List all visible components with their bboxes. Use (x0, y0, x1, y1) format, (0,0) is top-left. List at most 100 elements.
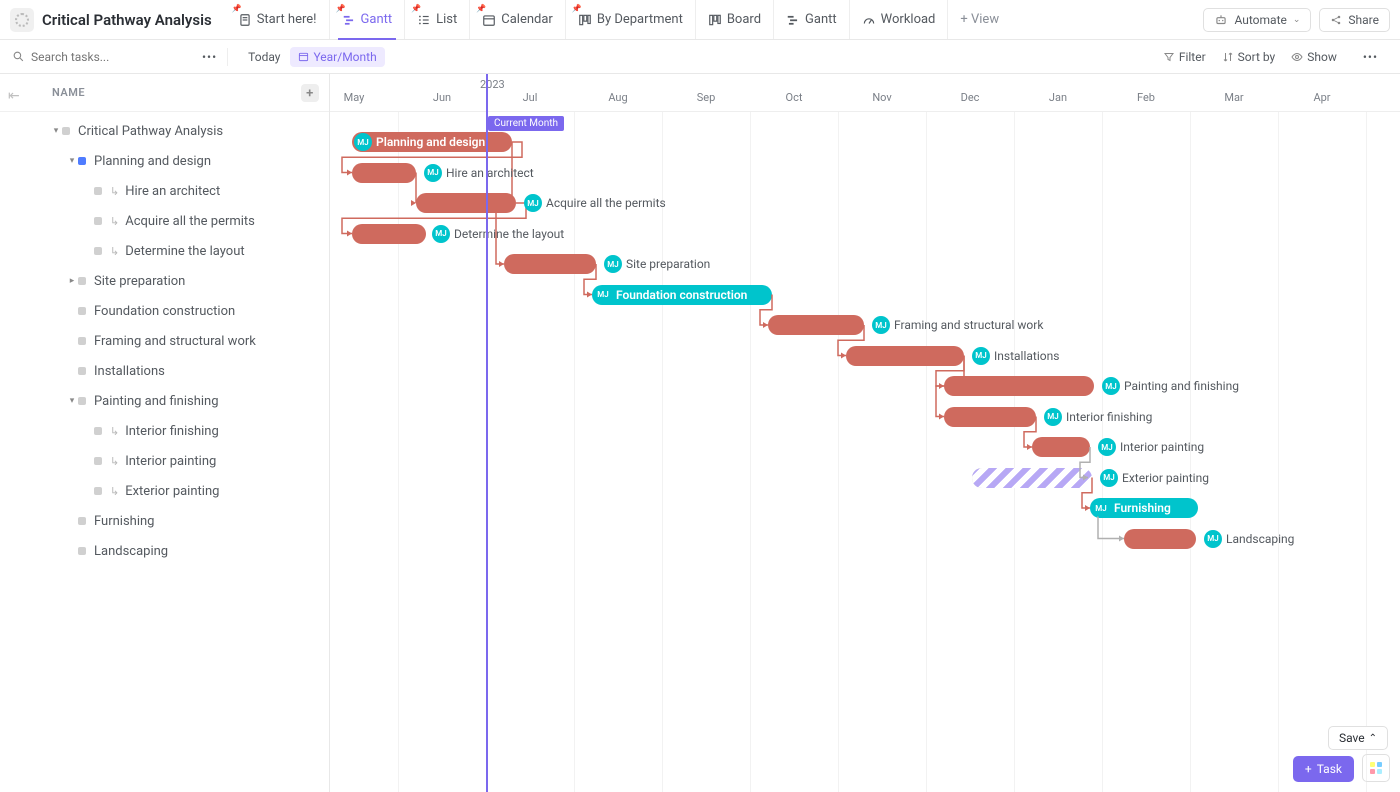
gantt-bar[interactable] (504, 254, 596, 274)
pin-icon: 📌 (411, 4, 421, 13)
tree-node[interactable]: ↳Hire an architect (0, 176, 329, 206)
tab-gantt[interactable]: 📌Gantt (329, 0, 405, 39)
tab-calendar[interactable]: 📌Calendar (469, 0, 565, 39)
gantt-bar[interactable] (768, 315, 864, 335)
bar-label: Hire an architect (446, 166, 534, 180)
assignee-avatar[interactable]: MJ (872, 316, 890, 334)
assignee-avatar[interactable]: MJ (1044, 408, 1062, 426)
today-button[interactable]: Today (248, 50, 280, 64)
assignee-avatar[interactable]: MJ (354, 133, 372, 151)
search-box[interactable] (12, 50, 192, 64)
assignee-avatar[interactable]: MJ (604, 255, 622, 273)
app-icon[interactable] (10, 8, 34, 32)
assignee-avatar[interactable]: MJ (1092, 499, 1110, 517)
plus-icon: + (1305, 762, 1312, 776)
subtask-icon: ↳ (110, 245, 119, 258)
assignee-avatar[interactable]: MJ (1100, 469, 1118, 487)
month-label: Mar (1224, 91, 1243, 104)
tree-node[interactable]: ▸ Site preparation (0, 266, 329, 296)
tree-node[interactable]: ↳Exterior painting (0, 476, 329, 506)
gantt-bar[interactable] (944, 407, 1036, 427)
month-label: Jul (523, 91, 538, 104)
status-square (78, 547, 86, 555)
new-task-button[interactable]: + Task (1293, 756, 1354, 782)
tree-node[interactable]: ↳Interior finishing (0, 416, 329, 446)
assignee-avatar[interactable]: MJ (424, 164, 442, 182)
search-input[interactable] (31, 50, 171, 64)
tab-workload[interactable]: Workload (849, 0, 948, 39)
range-selector[interactable]: Year/Month (290, 47, 384, 67)
subtask-icon: ↳ (110, 425, 119, 438)
tab-start-here-[interactable]: 📌Start here! (226, 0, 329, 39)
status-square (78, 397, 86, 405)
tree-node[interactable]: Installations (0, 356, 329, 386)
tree-twisty[interactable]: ▸ (66, 276, 78, 286)
tree-label: Furnishing (94, 514, 154, 529)
tree-twisty[interactable]: ▾ (66, 156, 78, 166)
tree-twisty[interactable]: ▾ (66, 396, 78, 406)
sort-button[interactable]: Sort by (1222, 50, 1276, 64)
assignee-avatar[interactable]: MJ (1204, 530, 1222, 548)
filter-label: Filter (1179, 50, 1206, 64)
month-label: Sep (697, 91, 716, 104)
gantt-bar[interactable] (1124, 529, 1196, 549)
tab-gantt[interactable]: Gantt (773, 0, 849, 39)
tab-label: Board (727, 12, 761, 27)
tree-node[interactable]: Framing and structural work (0, 326, 329, 356)
assignee-avatar[interactable]: MJ (1102, 377, 1120, 395)
gantt-bar[interactable] (352, 163, 416, 183)
tree-label: Critical Pathway Analysis (78, 124, 223, 139)
gantt-bar[interactable] (1032, 437, 1090, 457)
tree-label: Landscaping (94, 544, 168, 559)
status-square (78, 307, 86, 315)
tree-node[interactable]: Furnishing (0, 506, 329, 536)
tree-node[interactable]: ▾Painting and finishing (0, 386, 329, 416)
status-square (78, 277, 86, 285)
gantt-bar[interactable] (972, 468, 1092, 488)
tree-twisty[interactable]: ▾ (50, 126, 62, 136)
filter-button[interactable]: Filter (1163, 50, 1206, 64)
share-label: Share (1348, 13, 1379, 27)
save-button[interactable]: Save ⌃ (1328, 726, 1388, 750)
add-view-button[interactable]: + View (947, 0, 1011, 39)
add-column-button[interactable]: + (301, 84, 319, 102)
automate-button[interactable]: Automate ⌄ (1203, 8, 1311, 32)
status-square (78, 157, 86, 165)
status-square (94, 457, 102, 465)
gantt-bar[interactable] (846, 346, 964, 366)
pin-icon: 📌 (232, 4, 242, 13)
assignee-avatar[interactable]: MJ (972, 347, 990, 365)
tab-board[interactable]: Board (695, 0, 773, 39)
gantt-bar[interactable] (416, 193, 516, 213)
tree-node[interactable]: ↳Acquire all the permits (0, 206, 329, 236)
tree-node[interactable]: ▾ Critical Pathway Analysis (0, 116, 329, 146)
status-square (78, 337, 86, 345)
month-label: Jan (1049, 91, 1067, 104)
tree-node[interactable]: Landscaping (0, 536, 329, 566)
assignee-avatar[interactable]: MJ (1098, 438, 1116, 456)
more-toolbar-button[interactable]: ••• (1363, 50, 1378, 64)
bar-label: Interior painting (1120, 440, 1204, 454)
tree-node[interactable]: Foundation construction (0, 296, 329, 326)
status-square (94, 487, 102, 495)
tree-label: Planning and design (94, 154, 211, 169)
assignee-avatar[interactable]: MJ (594, 286, 612, 304)
assignee-avatar[interactable]: MJ (432, 225, 450, 243)
tree-label: Site preparation (94, 274, 185, 289)
share-button[interactable]: Share (1319, 8, 1390, 32)
apps-button[interactable] (1362, 754, 1390, 782)
tree-node[interactable]: ↳ Determine the layout (0, 236, 329, 266)
tab-by-department[interactable]: 📌By Department (565, 0, 695, 39)
tree-label: Determine the layout (125, 244, 244, 259)
gantt-bar[interactable] (352, 224, 426, 244)
gantt-bar[interactable] (944, 376, 1094, 396)
assignee-avatar[interactable]: MJ (524, 194, 542, 212)
tree-node[interactable]: ▾ Planning and design (0, 146, 329, 176)
tree-node[interactable]: ↳Interior painting (0, 446, 329, 476)
tab-label: Gantt (361, 12, 393, 27)
more-search-button[interactable]: ••• (202, 50, 217, 64)
status-square (62, 127, 70, 135)
show-button[interactable]: Show (1291, 50, 1337, 64)
tab-label: Gantt (805, 12, 837, 27)
tab-list[interactable]: 📌List (404, 0, 469, 39)
